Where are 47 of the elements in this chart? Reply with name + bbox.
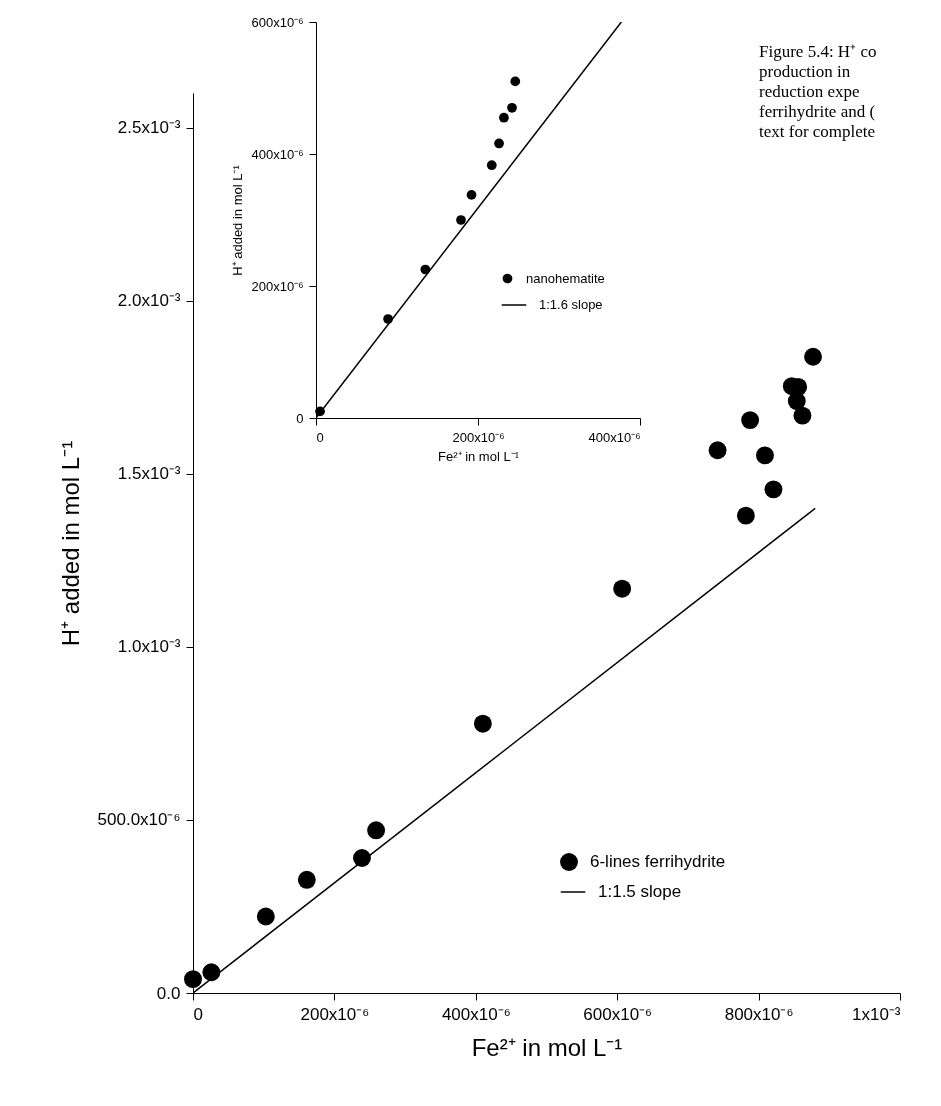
legend-label: 1:1.6 slope: [539, 297, 603, 312]
x-axis-title: Fe²⁺ in mol L⁻¹: [438, 448, 520, 464]
x-tick-label: 800x10⁻⁶: [724, 1004, 794, 1024]
legend-label: nanohematite: [526, 270, 605, 286]
point: [613, 579, 632, 598]
point: [473, 714, 492, 733]
x-tick-label: 0: [316, 429, 324, 445]
point: [367, 821, 386, 840]
point: [297, 870, 316, 889]
annotation: text for complete: [759, 122, 877, 142]
x-tick-label: 0: [193, 1004, 203, 1024]
text: production in: [759, 62, 852, 82]
y-tick-label: 500.0x10⁻⁶: [97, 810, 181, 830]
point: [708, 441, 727, 460]
annotation: ferrihydrite and (: [759, 102, 877, 122]
point: [804, 347, 822, 366]
y-tick-label: 1.0x10⁻³: [117, 637, 181, 657]
x-tick-label: 400x10⁻⁶: [588, 429, 641, 445]
y-tick-label: 2.0x10⁻³: [117, 291, 181, 311]
y-axis-title: H⁺ added in mol L⁻¹: [56, 440, 84, 647]
point: [741, 411, 760, 430]
y-axis-title: H⁺ added in mol L⁻¹: [230, 164, 246, 276]
caption: Figure 5.4: H⁺ co: [759, 42, 877, 62]
x-axis-title: Fe²⁺ in mol L⁻¹: [471, 1033, 623, 1061]
y-tick-label: 400x10⁻⁶: [251, 146, 304, 162]
y-tick-label: 2.5x10⁻³: [117, 118, 181, 138]
y-tick-label: 0: [296, 410, 304, 426]
y-tick-label: 1.5x10⁻³: [117, 464, 181, 484]
point: [764, 480, 783, 499]
annotation: reduction expe: [759, 82, 861, 102]
point: [756, 446, 774, 465]
y-tick-label: 0.0: [156, 983, 181, 1003]
point: [353, 849, 371, 867]
x-tick-label: 600x10⁻⁶: [583, 1004, 653, 1024]
x-tick-label: 200x10⁻⁶: [452, 429, 505, 445]
x-tick-label: 1x10⁻³: [851, 1004, 901, 1024]
x-tick-label: 200x10⁻⁶: [300, 1004, 370, 1024]
legend-label: 1:1.5 slope: [598, 882, 682, 901]
point: [736, 506, 755, 525]
x-tick-label: 400x10⁻⁶: [441, 1004, 511, 1024]
point: [787, 392, 806, 410]
point: [793, 406, 812, 425]
point: [256, 907, 275, 926]
y-tick-label: 600x10⁻⁶: [251, 14, 304, 30]
y-tick-label: 200x10⁻⁶: [251, 278, 304, 294]
legend-label: 6-lines ferrihydrite: [590, 852, 726, 871]
point: [184, 970, 202, 989]
